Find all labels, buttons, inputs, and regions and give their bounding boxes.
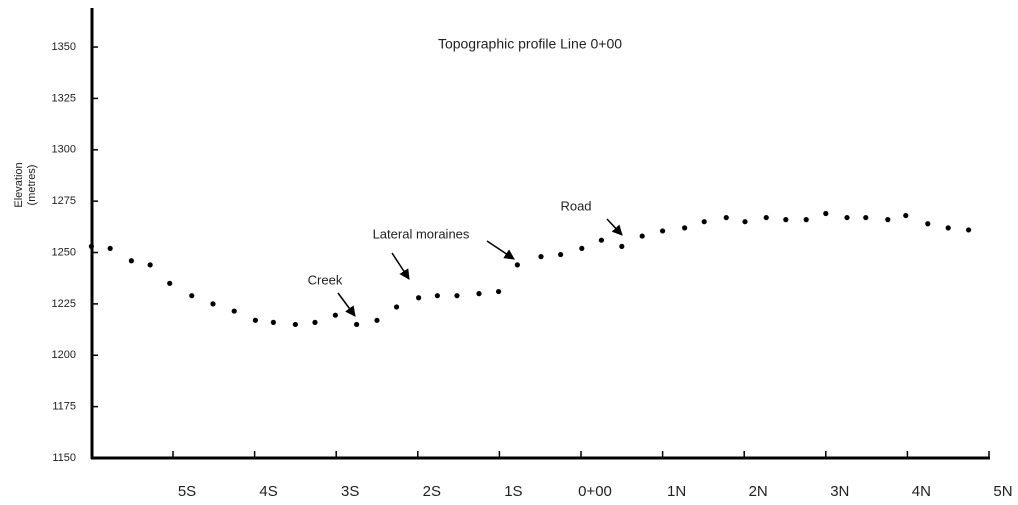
x-tick-label: 4S [259,483,277,500]
x-tick-label: 5N [993,483,1012,500]
data-point [723,214,729,221]
data-point [579,245,585,252]
data-point [434,293,440,299]
data-point [167,280,173,286]
data-point [231,308,237,314]
annotation-arrow [337,292,356,317]
data-point [844,214,850,221]
data-point [660,228,666,234]
x-tick-label: 2N [749,483,768,500]
data-point [393,304,400,310]
x-tick-label: 3N [830,483,849,500]
y-tick-label: 1250 [52,246,76,258]
annotation-arrow [391,252,410,280]
data-point [147,262,153,268]
y-tick-label: 1300 [52,144,76,156]
x-tick-label: 3S [341,483,359,500]
annotation: Road [560,198,591,213]
x-tick-label: 4N [912,483,931,500]
annotation-arrow [606,218,623,236]
data-point [476,291,482,297]
data-point [945,225,951,231]
data-point [416,295,422,301]
data-point [454,293,460,299]
data-point [538,254,544,260]
data-point [514,262,520,268]
data-point [332,312,338,318]
data-point [619,243,625,249]
y-tick-label: 1175 [52,401,76,413]
data-point [210,301,216,307]
chart-title: Topographic profile Line 0+00 [438,36,622,52]
data-point [783,217,789,223]
x-tick-label: 1N [667,483,686,500]
y-tick-label: 1200 [52,349,76,361]
y-axis-label: (metres) [26,165,38,206]
data-point [639,233,645,239]
data-point [742,219,748,225]
data-point [863,214,869,221]
y-tick-label: 1350 [52,41,76,53]
data-point [903,212,909,219]
y-tick-label: 1325 [52,92,76,104]
data-point [682,225,688,231]
x-tick-label: 0+00 [578,483,612,500]
data-point [128,258,134,264]
data-point [88,243,94,249]
data-point [495,288,502,295]
data-point [803,217,809,223]
y-tick-label: 1275 [52,195,76,207]
annotation: Creek [308,272,343,287]
data-point [823,210,829,217]
data-point [374,317,380,323]
data-point [292,321,298,328]
data-point [354,321,360,328]
data-point [701,219,707,225]
data-point [189,293,195,299]
y-tick-label: 1225 [52,298,76,310]
data-point [598,237,605,243]
y-tick-label: 1150 [52,452,76,464]
data-point [312,319,318,325]
annotation: Lateral moraines [373,226,470,241]
data-point [107,245,113,252]
data-point [763,214,769,221]
y-axis-label: Elevation [13,162,25,207]
data-point [270,319,276,325]
x-tick-label: 1S [504,483,522,500]
x-tick-label: 2S [423,483,441,500]
data-point [252,317,259,323]
data-point [925,221,931,227]
x-tick-label: 5S [178,483,196,500]
annotation-arrow [486,240,515,260]
data-point [558,251,564,258]
data-point [966,227,972,233]
data-point [885,217,891,223]
